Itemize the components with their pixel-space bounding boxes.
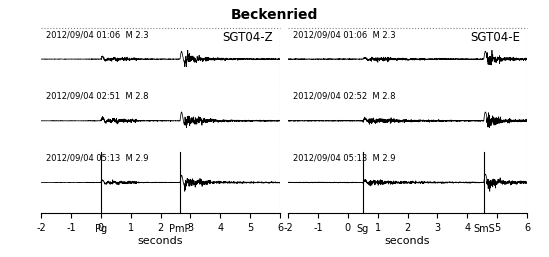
- Text: 2012/09/04 02:51  M 2.8: 2012/09/04 02:51 M 2.8: [46, 92, 148, 101]
- Text: 2012/09/04 05:13  M 2.9: 2012/09/04 05:13 M 2.9: [293, 153, 395, 162]
- Text: 2012/09/04 01:06  M 2.3: 2012/09/04 01:06 M 2.3: [293, 30, 396, 39]
- X-axis label: seconds: seconds: [385, 236, 430, 246]
- Text: 2012/09/04 01:06  M 2.3: 2012/09/04 01:06 M 2.3: [46, 30, 149, 39]
- Text: Beckenried: Beckenried: [231, 8, 318, 22]
- Text: SGT04-E: SGT04-E: [470, 31, 520, 44]
- Text: Pg: Pg: [95, 224, 107, 234]
- Text: SGT04-Z: SGT04-Z: [222, 31, 273, 44]
- X-axis label: seconds: seconds: [138, 236, 183, 246]
- Text: Sg: Sg: [357, 224, 369, 234]
- Text: 2012/09/04 05:13  M 2.9: 2012/09/04 05:13 M 2.9: [46, 153, 148, 162]
- Text: 2012/09/04 02:52  M 2.8: 2012/09/04 02:52 M 2.8: [293, 92, 395, 101]
- Text: SmS: SmS: [473, 224, 495, 234]
- Text: PmP: PmP: [169, 224, 191, 234]
